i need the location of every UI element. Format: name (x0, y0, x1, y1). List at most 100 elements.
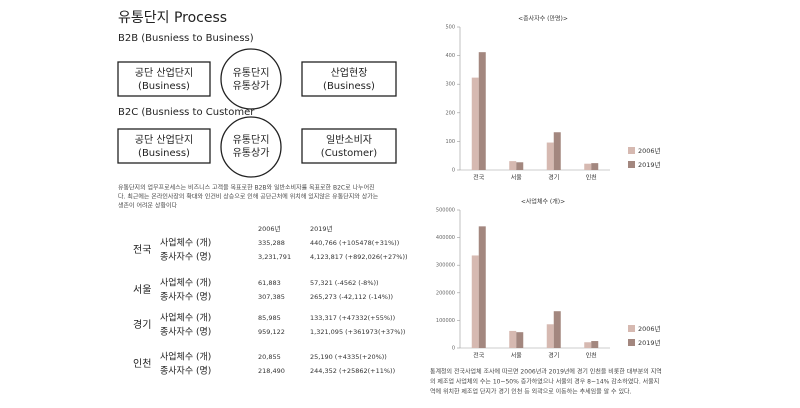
cell: 218,490 (258, 367, 285, 375)
chart-title: <사업체수 (개)> (521, 198, 565, 206)
row-label: 종사자수 (명) (160, 252, 211, 263)
legend-label: 2019년 (638, 160, 661, 169)
row-label: 종사자수 (명) (160, 366, 211, 377)
legend-swatch (628, 339, 635, 346)
circle-text: 유통단지 (233, 134, 270, 146)
legend-label: 2006년 (638, 146, 661, 155)
cell: 85,985 (258, 314, 281, 322)
cell: 20,855 (258, 353, 281, 361)
x-tick-label: 전국 (473, 352, 485, 360)
paragraph-line: 유통단지의 업무프로세스는 비즈니스 고객을 목표로한 B2B와 일반소비자를 … (118, 184, 375, 192)
bar (584, 163, 592, 170)
circle (220, 48, 282, 110)
circle (220, 116, 282, 178)
legend-swatch (628, 325, 635, 332)
note-line: 역에 위치한 제조업 단지가 경기 인천 등 외곽으로 이동하는 추세임을 알 … (430, 388, 632, 396)
cell: 244,352 (+25862(+11%)) (310, 367, 395, 375)
circle-text: 유통상가 (233, 80, 270, 92)
box-text: (Customer) (321, 148, 377, 159)
y-tick-label: 400000 (436, 235, 455, 241)
cell: 61,883 (258, 279, 281, 287)
box (117, 61, 211, 97)
bar (553, 311, 561, 348)
cell: 133,317 (+47332(+55%)) (310, 314, 395, 322)
chart-title: <종사자수 (만명)> (518, 15, 568, 23)
y-tick-label: 100 (445, 139, 455, 145)
region: 경기 (133, 318, 151, 331)
bar (546, 324, 554, 348)
bar (591, 341, 599, 348)
cell: 25,190 (+4335(+20%)) (310, 353, 387, 361)
circle-text: 유통단지 (233, 67, 270, 79)
region: 전국 (133, 244, 151, 256)
title: 유통단지 Process (118, 10, 227, 26)
y-tick-label: 500 (445, 25, 455, 31)
box-text: 산업현장 (331, 66, 368, 79)
bar (509, 330, 517, 348)
bar (591, 163, 599, 170)
b2b-label: B2B (Busniess to Business) (118, 33, 254, 44)
bar (516, 162, 524, 170)
circle-text: 유통상가 (233, 147, 270, 159)
bar (553, 132, 561, 170)
box-text: 공단 산업단지 (135, 66, 193, 79)
column-header: 2019년 (310, 224, 333, 233)
box (301, 128, 397, 164)
box (301, 61, 397, 97)
cell: 4,123,817 (+892,026(+27%)) (310, 253, 408, 261)
column-header: 2006년 (258, 224, 281, 233)
box-text: 일반소비자 (326, 134, 372, 146)
cell: 307,385 (258, 293, 285, 301)
region: 인천 (133, 358, 151, 370)
box-text: (Business) (138, 81, 190, 92)
cell: 265,273 (-42,112 (-14%)) (310, 293, 393, 301)
y-tick-label: 300000 (436, 263, 455, 269)
cell: 959,122 (258, 328, 285, 336)
legend-label: 2006년 (638, 324, 661, 333)
bar (471, 77, 479, 170)
bar (478, 52, 486, 170)
row-label: 사업체수 (개) (160, 278, 211, 289)
x-tick-label: 경기 (548, 352, 559, 360)
x-tick-label: 인천 (586, 174, 597, 182)
b2c-label: B2C (Busniess to Customer (118, 107, 255, 118)
legend-label: 2019년 (638, 338, 661, 347)
bar (509, 161, 517, 170)
y-tick-label: 100000 (436, 318, 455, 324)
y-tick-label: 300 (445, 82, 455, 88)
y-tick-label: 200000 (436, 290, 455, 296)
bar (516, 332, 524, 348)
row-label: 종사자수 (명) (160, 327, 211, 338)
note-line: 통계청의 전국사업체 조사에 따르면 2006년과 2019년에 경기 인천을 … (430, 368, 662, 376)
bar (478, 226, 486, 348)
y-tick-label: 400 (445, 53, 455, 59)
x-tick-label: 전국 (473, 174, 485, 182)
box (117, 128, 211, 164)
row-label: 사업체수 (개) (160, 352, 211, 363)
x-tick-label: 경기 (548, 174, 559, 182)
paragraph-line: 생존이 어려운 상황이다 (118, 202, 177, 210)
row-label: 종사자수 (명) (160, 292, 211, 303)
cell: 1,321,095 (+361973(+37%)) (310, 328, 405, 336)
cell: 335,288 (258, 239, 285, 247)
bar (584, 342, 592, 348)
cell: 440,766 (+105478(+31%)) (310, 239, 399, 247)
cell: 3,231,791 (258, 253, 291, 261)
box-text: (Business) (138, 148, 190, 159)
box-text: (Business) (323, 81, 375, 92)
x-tick-label: 서울 (511, 174, 523, 182)
y-tick-label: 200 (445, 110, 455, 116)
x-tick-label: 서울 (511, 352, 523, 360)
row-label: 사업체수 (개) (160, 313, 211, 324)
y-tick-label: 0 (452, 346, 455, 352)
note-line: 의 제조업 사업체의 수는 10~50% 증가하였으나 서울의 경우 8~14%… (430, 378, 659, 386)
legend-swatch (628, 147, 635, 154)
region: 서울 (133, 284, 151, 296)
x-tick-label: 인천 (586, 352, 597, 360)
row-label: 사업체수 (개) (160, 238, 211, 249)
bar (471, 255, 479, 348)
y-tick-label: 0 (452, 168, 455, 174)
y-tick-label: 500000 (436, 208, 455, 214)
legend-swatch (628, 161, 635, 168)
